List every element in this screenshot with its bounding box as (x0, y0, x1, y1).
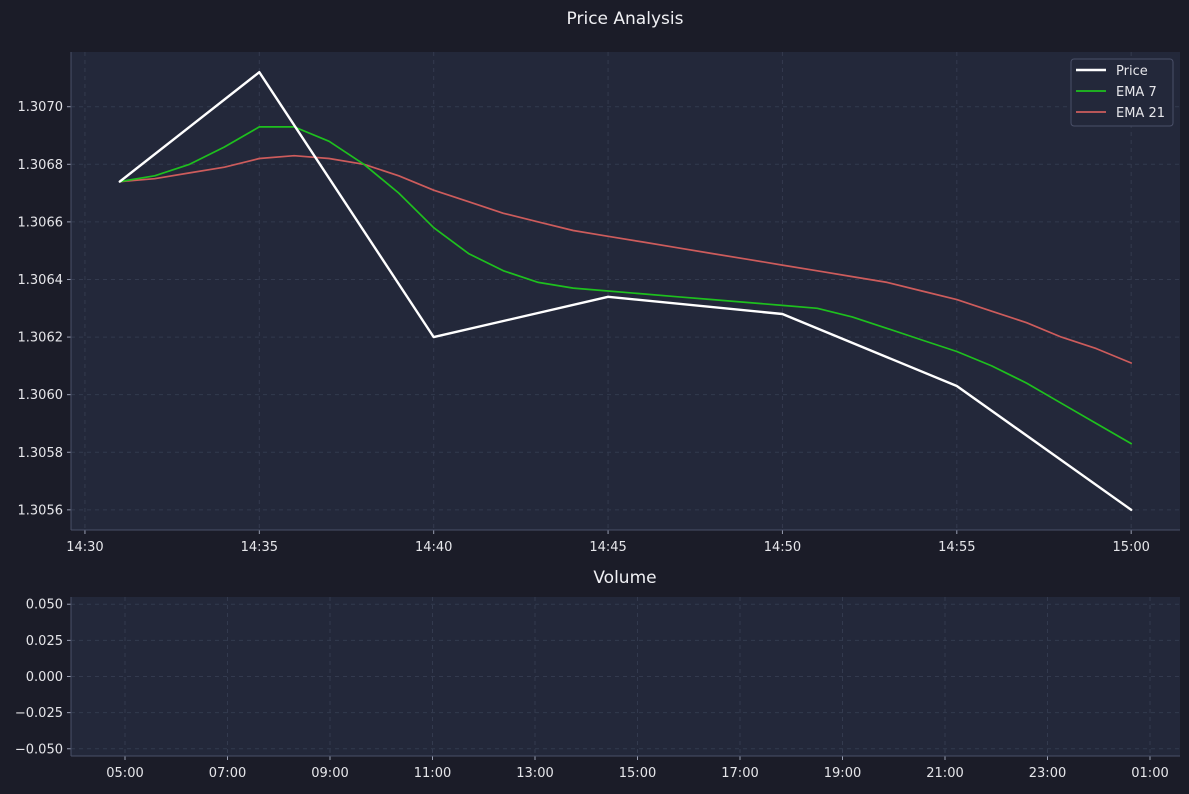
price-series-lines (118, 70, 1133, 511)
price-grid (71, 52, 1180, 530)
price-y-tick-label: 1.3064 (18, 273, 64, 288)
volume-y-tick-label: 0.050 (26, 598, 63, 613)
volume-y-tick-label: 0.000 (26, 670, 63, 685)
price-x-tick-label: 14:40 (415, 540, 452, 555)
volume-panel-title: Volume (593, 568, 656, 588)
price-y-tick-label: 1.3062 (18, 331, 64, 346)
volume-x-tick-label: 19:00 (824, 766, 861, 781)
volume-y-tick-label: 0.025 (26, 634, 63, 649)
price-plot-area (71, 52, 1180, 530)
volume-y-tick-label: −0.025 (15, 706, 63, 721)
price-line (118, 70, 1133, 511)
ema-7-line (118, 126, 1133, 445)
volume-panel: Volume 0.050 0.025 0.000 −0.025 −0.050 05:00… (15, 568, 1180, 781)
volume-x-tick-label: 15:00 (619, 766, 656, 781)
price-x-tick-label: 14:55 (938, 540, 975, 555)
price-y-tick-label: 1.3056 (18, 503, 64, 518)
volume-grid (71, 597, 1180, 756)
volume-x-tick-label: 21:00 (926, 766, 963, 781)
price-panel: Price Analysis 1.30561.30581.30601.30621… (18, 9, 1180, 555)
price-y-axis: 1.3056 1.3058 1.3060 1.3062 1.3064 1.3066 1.30… (18, 100, 71, 518)
price-x-tick-label: 14:50 (764, 540, 801, 555)
price-x-tick-label: 14:30 (66, 540, 103, 555)
volume-y-tick-label: −0.050 (15, 742, 63, 757)
volume-x-tick-label: 17:00 (721, 766, 758, 781)
price-x-axis: 14:30 14:35 14:40 14:45 14:50 14:55 15:00 (66, 530, 1150, 555)
price-y-tick-label: 1.3066 (18, 215, 64, 230)
legend-box (1070, 58, 1174, 127)
price-x-tick-label: 14:35 (241, 540, 278, 555)
legend-label-ema-21: EMA 21 (1116, 106, 1165, 121)
volume-x-tick-label: 01:00 (1131, 766, 1168, 781)
price-y-tick-label: 1.3070 (18, 100, 64, 115)
price-y-tick-label: 1.3060 (18, 388, 64, 403)
price-x-tick-label: 14:45 (589, 540, 626, 555)
volume-y-axis: 0.050 0.025 0.000 −0.025 −0.050 (15, 598, 71, 757)
legend-label-ema-7: EMA 7 (1116, 85, 1157, 100)
volume-x-tick-label: 05:00 (106, 766, 143, 781)
volume-x-tick-label: 09:00 (311, 766, 348, 781)
price-panel-title: Price Analysis (567, 9, 684, 29)
price-x-tick-label: 15:00 (1112, 540, 1149, 555)
volume-x-tick-label: 23:00 (1029, 766, 1066, 781)
volume-x-tick-label: 11:00 (414, 766, 451, 781)
volume-x-tick-label: 13:00 (516, 766, 553, 781)
legend: Price EMA 7 EMA 21 (1070, 58, 1174, 127)
price-y-tick-label: 1.3068 (18, 158, 64, 173)
volume-x-axis: 05:00 07:00 09:00 11:00 13:00 15:00 17:00 19:00… (106, 756, 1169, 781)
legend-label-price: Price (1116, 64, 1148, 79)
ema-21-line (118, 154, 1133, 364)
price-y-tick-label: 1.3058 (18, 446, 64, 461)
volume-x-tick-label: 07:00 (209, 766, 246, 781)
